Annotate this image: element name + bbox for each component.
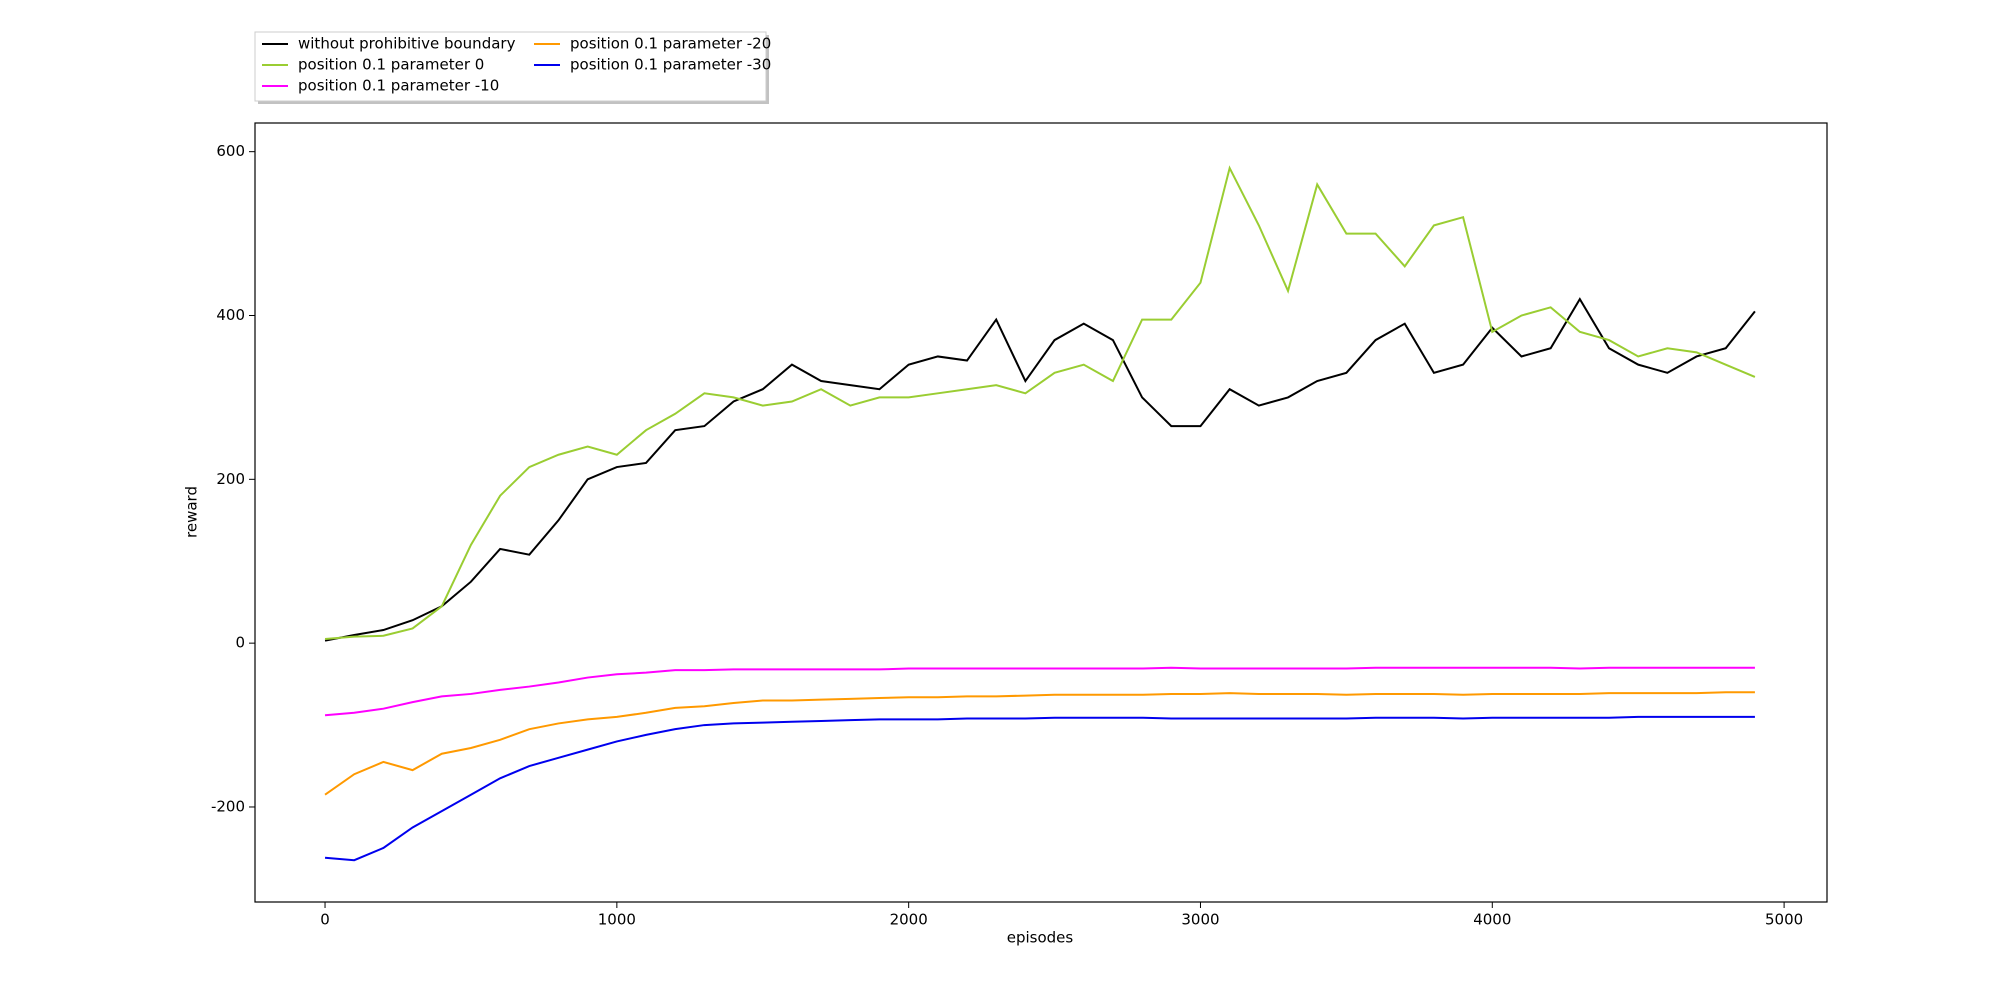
y-tick-label: 0 — [235, 634, 245, 652]
legend-label: position 0.1 parameter -10 — [298, 77, 499, 95]
y-tick-label: 400 — [216, 306, 245, 324]
x-tick-label: 3000 — [1181, 911, 1219, 929]
x-tick-label: 4000 — [1473, 911, 1511, 929]
y-tick-label: 600 — [216, 142, 245, 160]
series-line — [324, 715, 1755, 862]
y-tick-label: -200 — [211, 797, 245, 815]
x-tick-label: 5000 — [1765, 911, 1803, 929]
plot-frame — [254, 122, 1828, 903]
series-line — [324, 666, 1755, 717]
y-tick-label: 200 — [216, 470, 245, 488]
legend-label: position 0.1 parameter -20 — [570, 35, 771, 53]
legend-label: position 0.1 parameter -30 — [570, 56, 771, 74]
x-tick-label: 2000 — [890, 911, 928, 929]
legend-label: position 0.1 parameter 0 — [298, 56, 484, 74]
x-tick-label: 0 — [320, 911, 330, 929]
series-line — [324, 691, 1755, 796]
y-axis-label: reward — [183, 486, 201, 538]
series-line — [324, 165, 1756, 641]
legend-label: without prohibitive boundary — [298, 35, 516, 53]
legend — [254, 31, 767, 102]
x-tick-label: 1000 — [598, 911, 636, 929]
x-axis-label: episodes — [1007, 929, 1074, 947]
series-line — [324, 297, 1756, 642]
